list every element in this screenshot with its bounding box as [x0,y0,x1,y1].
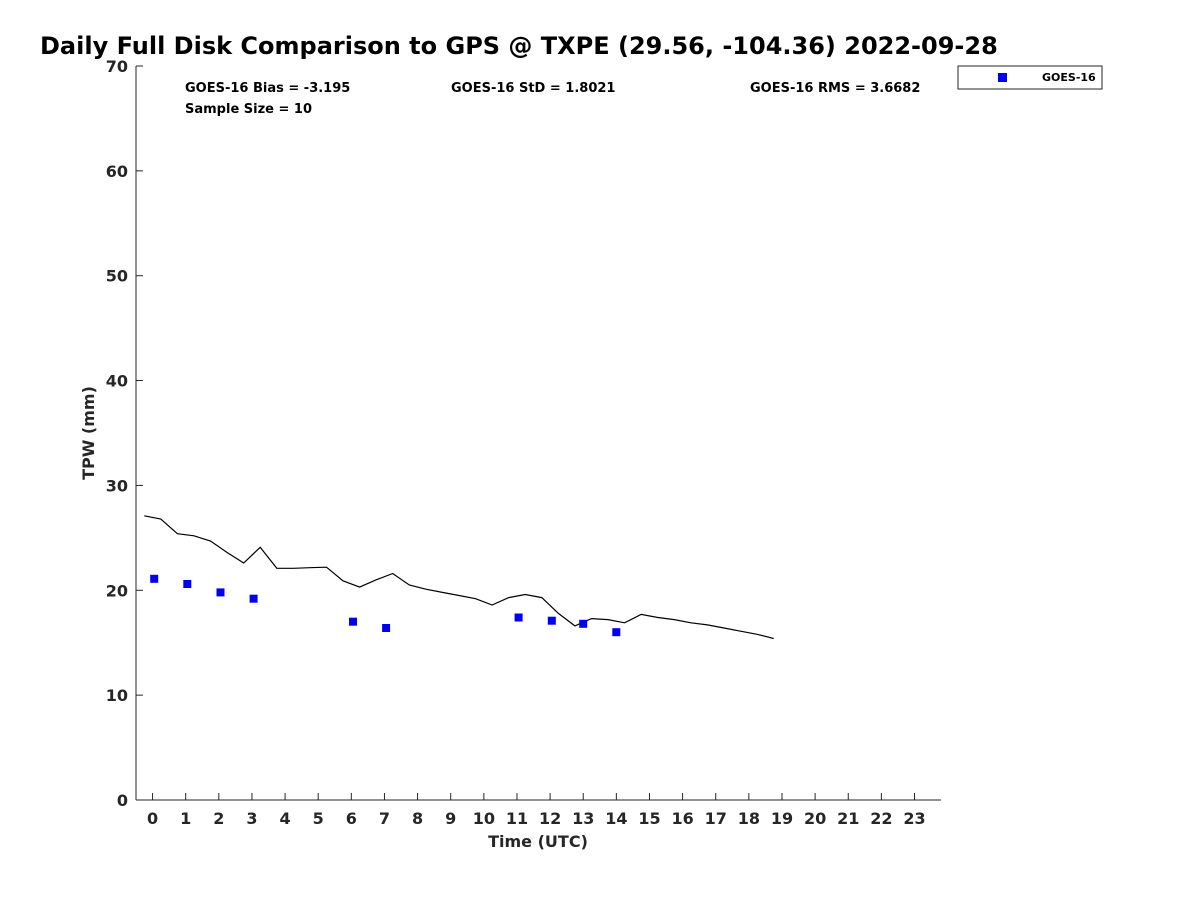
x-tick-label: 13 [572,809,594,828]
bias-stat: GOES-16 Bias = -3.195 [185,81,350,96]
x-tick-label: 5 [313,809,324,828]
y-tick-label: 20 [106,581,128,600]
x-tick-label: 14 [605,809,627,828]
x-tick-label: 18 [738,809,760,828]
data-point [349,617,357,626]
data-point [514,613,523,622]
x-tick-label: 12 [539,809,561,828]
legend-label-goes16: GOES-16 [1042,71,1096,84]
y-tick-label: 40 [106,372,128,391]
data-point [216,588,225,597]
x-tick-label: 6 [346,809,357,828]
x-ticks: 0 1 2 3 4 5 6 7 8 9 10 11 12 13 14 15 16 17 18 19 20 21 22 23 [147,793,926,828]
x-tick-label: 1 [180,809,191,828]
y-tick-label: 60 [106,162,128,181]
sample-size-stat: Sample Size = 10 [185,102,312,117]
x-tick-label: 23 [903,809,925,828]
x-tick-label: 20 [804,809,826,828]
y-ticks: 0 10 20 30 40 50 60 70 [106,57,143,810]
x-tick-label: 16 [671,809,693,828]
x-tick-label: 0 [147,809,158,828]
data-point [579,619,588,628]
y-tick-label: 0 [117,791,128,810]
data-point [547,616,556,625]
legend-marker [998,73,1007,82]
x-tick-label: 4 [280,809,291,828]
data-point [183,580,192,588]
axes [135,66,941,801]
x-tick-label: 15 [638,809,660,828]
y-tick-label: 30 [106,476,128,495]
series-line [144,515,774,640]
x-tick-label: 2 [213,809,224,828]
data-point [382,624,391,632]
x-axis-label: Time (UTC) [488,832,588,851]
x-tick-label: 22 [870,809,892,828]
std-stat: GOES-16 StD = 1.8021 [451,81,615,96]
x-tick-label: 19 [771,809,793,828]
y-tick-label: 10 [106,686,128,705]
x-tick-label: 10 [473,809,495,828]
rms-stat: GOES-16 RMS = 3.6682 [750,81,920,96]
x-tick-label: 17 [705,809,727,828]
plot-area [144,515,774,640]
x-tick-label: 8 [412,809,423,828]
stats-panel: GOES-16 Bias = -3.195 GOES-16 StD = 1.80… [185,81,920,117]
y-tick-label: 50 [106,267,128,286]
x-tick-label: 11 [506,809,528,828]
x-tick-label: 9 [445,809,456,828]
chart-title: Daily Full Disk Comparison to GPS @ TXPE… [40,32,998,60]
data-point [612,628,621,637]
x-tick-label: 3 [246,809,257,828]
y-tick-label: 70 [106,57,128,76]
legend: GOES-16 [957,65,1103,90]
x-tick-label: 7 [379,809,390,828]
x-tick-label: 21 [837,809,859,828]
data-point [249,594,258,603]
data-point [150,574,159,583]
y-axis-label: TPW (mm) [79,386,98,480]
legend-box [957,65,1103,90]
